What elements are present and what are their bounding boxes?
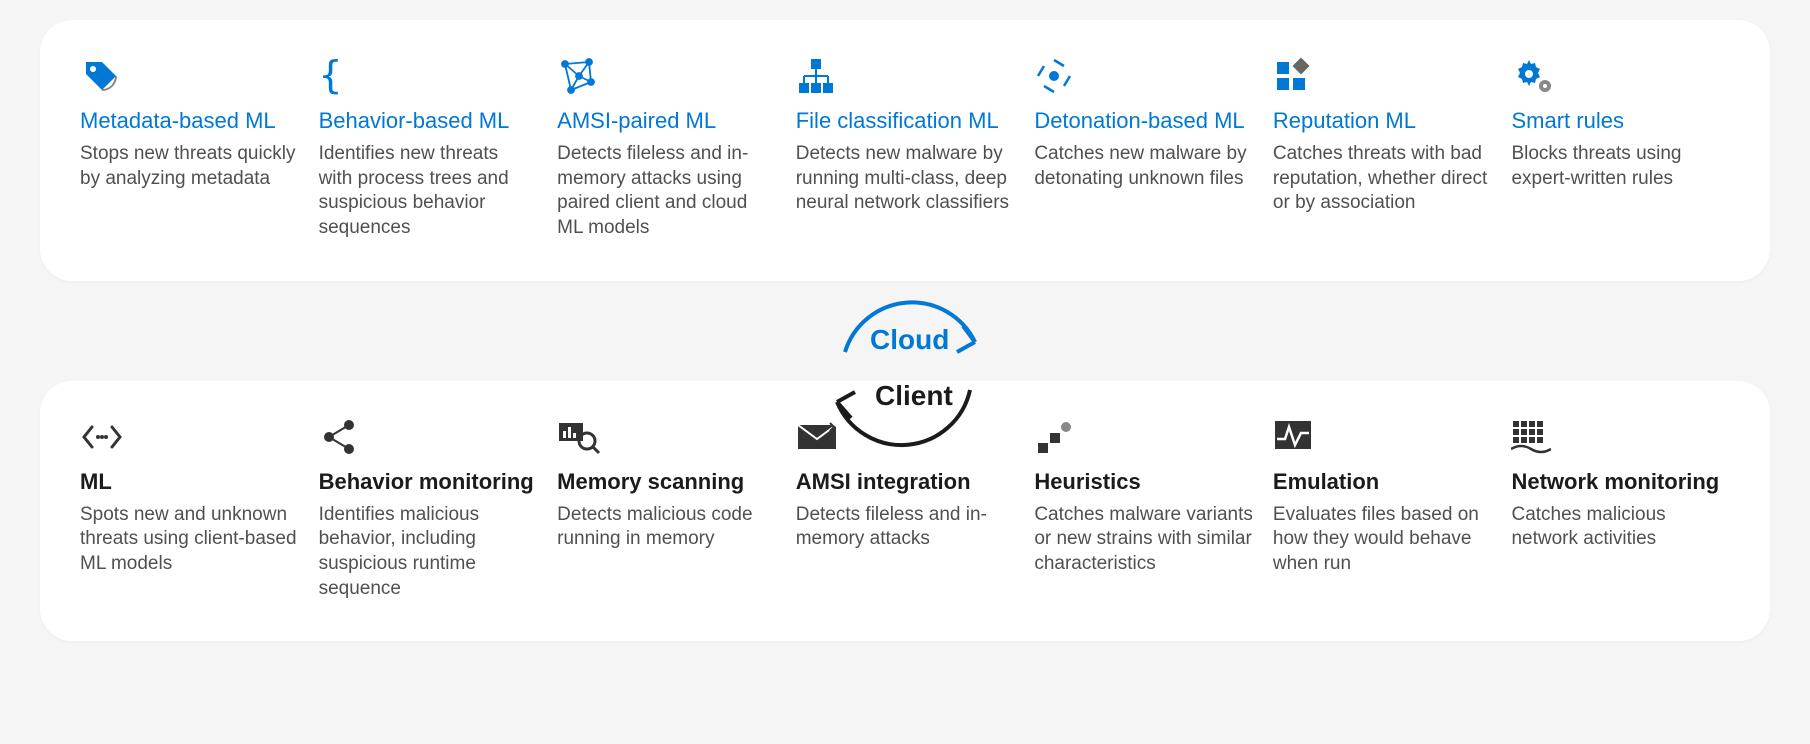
client-item: Heuristics Catches malware variants or n… xyxy=(1034,413,1253,602)
cloud-item: Detonation-based ML Catches new malware … xyxy=(1034,52,1253,241)
item-title: Detonation-based ML xyxy=(1034,108,1253,134)
mesh-icon xyxy=(557,52,776,100)
grid-wave-icon xyxy=(1511,413,1730,461)
item-title: Smart rules xyxy=(1511,108,1730,134)
client-item: Network monitoring Catches malicious net… xyxy=(1511,413,1730,602)
item-title: Network monitoring xyxy=(1511,469,1730,495)
item-title: Emulation xyxy=(1273,469,1492,495)
item-title: Reputation ML xyxy=(1273,108,1492,134)
item-title: AMSI integration xyxy=(796,469,1015,495)
item-desc: Detects malicious code running in memory xyxy=(557,503,776,552)
cloud-item: { } Behavior-based ML Identifies new thr… xyxy=(319,52,538,241)
client-item: Memory scanning Detects malicious code r… xyxy=(557,413,776,602)
item-desc: Detects fileless and in-memory attacks u… xyxy=(557,142,776,241)
item-title: Metadata-based ML xyxy=(80,108,299,134)
item-desc: Identifies new threats with process tree… xyxy=(319,142,538,241)
item-desc: Catches new malware by detonating unknow… xyxy=(1034,142,1253,191)
item-desc: Detects fileless and in-memory attacks xyxy=(796,503,1015,552)
cycle-cloud-label: Cloud xyxy=(870,324,949,356)
cloud-panel: Metadata-based ML Stops new threats quic… xyxy=(40,20,1770,281)
tag-icon xyxy=(80,52,299,100)
item-desc: Spots new and unknown threats using clie… xyxy=(80,503,299,577)
code-icon xyxy=(80,413,299,461)
item-desc: Catches threats with bad reputation, whe… xyxy=(1273,142,1492,216)
item-desc: Detects new malware by running multi-cla… xyxy=(796,142,1015,216)
item-desc: Evaluates files based on how they would … xyxy=(1273,503,1492,577)
item-title: ML xyxy=(80,469,299,495)
pulse-icon xyxy=(1273,413,1492,461)
client-panel: ML Spots new and unknown threats using c… xyxy=(40,381,1770,642)
item-desc: Stops new threats quickly by analyzing m… xyxy=(80,142,299,191)
item-title: Behavior monitoring xyxy=(319,469,538,495)
cloud-item: Smart rules Blocks threats using expert-… xyxy=(1511,52,1730,241)
hierarchy-icon xyxy=(796,52,1015,100)
cloud-item: AMSI-paired ML Detects fileless and in-m… xyxy=(557,52,776,241)
cloud-item: File classification ML Detects new malwa… xyxy=(796,52,1015,241)
cloud-item: Reputation ML Catches threats with bad r… xyxy=(1273,52,1492,241)
item-title: AMSI-paired ML xyxy=(557,108,776,134)
cloud-item: Metadata-based ML Stops new threats quic… xyxy=(80,52,299,241)
steps-icon xyxy=(1034,413,1253,461)
share-icon xyxy=(319,413,538,461)
svg-text:{ }: { } xyxy=(319,56,363,96)
braces-icon: { } xyxy=(319,52,538,100)
item-title: File classification ML xyxy=(796,108,1015,134)
client-item: Behavior monitoring Identifies malicious… xyxy=(319,413,538,602)
item-desc: Catches malware variants or new strains … xyxy=(1034,503,1253,577)
item-title: Behavior-based ML xyxy=(319,108,538,134)
tiles-icon xyxy=(1273,52,1492,100)
item-title: Memory scanning xyxy=(557,469,776,495)
gears-icon xyxy=(1511,52,1730,100)
item-desc: Catches malicious network activities xyxy=(1511,503,1730,552)
client-item: AMSI integration Detects fileless and in… xyxy=(796,413,1015,602)
envelope-icon xyxy=(796,413,1015,461)
client-item: ML Spots new and unknown threats using c… xyxy=(80,413,299,602)
focus-icon xyxy=(1034,52,1253,100)
item-desc: Blocks threats using expert-written rule… xyxy=(1511,142,1730,191)
client-item: Emulation Evaluates files based on how t… xyxy=(1273,413,1492,602)
item-title: Heuristics xyxy=(1034,469,1253,495)
magnify-chart-icon xyxy=(557,413,776,461)
item-desc: Identifies malicious behavior, including… xyxy=(319,503,538,602)
